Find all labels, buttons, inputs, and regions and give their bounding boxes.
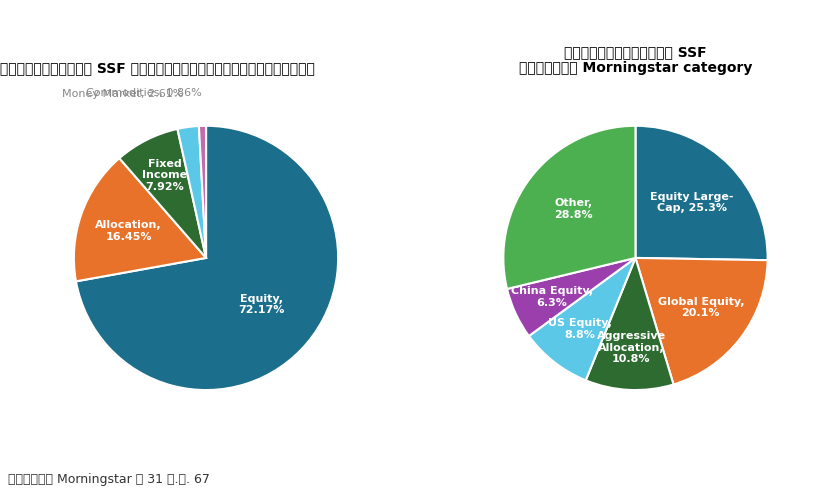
Title: สัดส่วนกองทุน SSF
แบ่งตาม Morningstar category: สัดส่วนกองทุน SSF แบ่งตาม Morningstar ca…: [519, 45, 752, 75]
Wedge shape: [177, 126, 206, 258]
Wedge shape: [119, 129, 206, 258]
Text: Equity,
72.17%: Equity, 72.17%: [239, 294, 285, 315]
Text: สัดส่วนของกองทุน SSF แบ่งตามประเภทสินทรัพย์: สัดส่วนของกองทุน SSF แบ่งตามประเภทสินทรั…: [0, 61, 315, 75]
Wedge shape: [74, 158, 206, 281]
Text: Commodities, 0.86%: Commodities, 0.86%: [86, 88, 202, 98]
Text: Fixed
Income
7.92%: Fixed Income 7.92%: [142, 159, 187, 192]
Text: Money Market, 2.61%: Money Market, 2.61%: [62, 89, 184, 99]
Text: China Equity,
6.3%: China Equity, 6.3%: [511, 286, 592, 308]
Wedge shape: [636, 126, 768, 260]
Wedge shape: [76, 126, 338, 390]
Wedge shape: [503, 126, 636, 289]
Wedge shape: [586, 258, 673, 390]
Text: Equity Large-
Cap, 25.3%: Equity Large- Cap, 25.3%: [650, 191, 734, 213]
Wedge shape: [507, 258, 636, 336]
Wedge shape: [529, 258, 636, 380]
Text: Allocation,
16.45%: Allocation, 16.45%: [96, 220, 162, 242]
Text: Other,
28.8%: Other, 28.8%: [554, 198, 592, 220]
Text: Global Equity,
20.1%: Global Equity, 20.1%: [658, 297, 744, 318]
Text: US Equity,
8.8%: US Equity, 8.8%: [548, 318, 612, 340]
Wedge shape: [199, 126, 206, 258]
Text: ข้อมูล Morningstar ณ 31 ต.ค. 67: ข้อมูล Morningstar ณ 31 ต.ค. 67: [8, 473, 210, 486]
Text: Aggressive
Allocation,
10.8%: Aggressive Allocation, 10.8%: [596, 331, 666, 364]
Wedge shape: [636, 258, 768, 384]
